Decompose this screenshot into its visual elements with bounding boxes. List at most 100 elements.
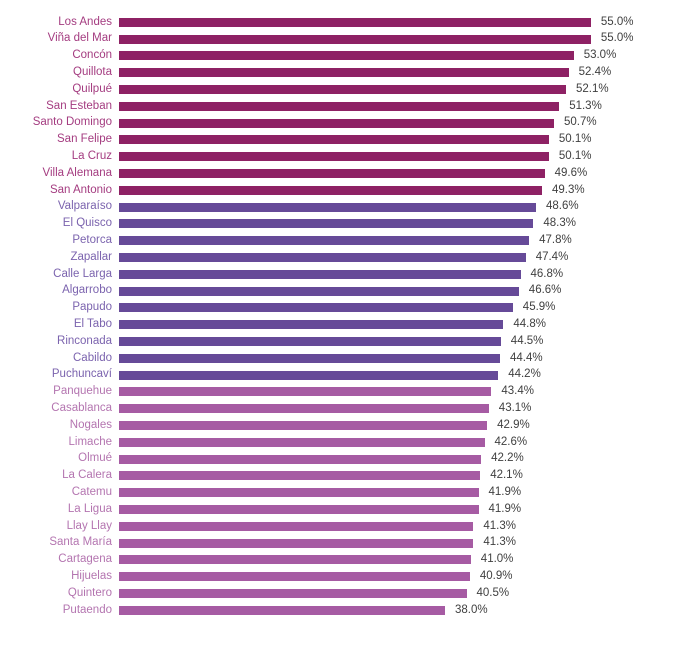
category-label: Santa María: [49, 536, 112, 549]
bar[interactable]: [119, 152, 549, 162]
category-label: Zapallar: [70, 250, 112, 263]
bar[interactable]: [119, 269, 521, 279]
value-label: 50.1%: [558, 133, 592, 146]
bar-area: 41.9%: [119, 501, 692, 518]
value-label: 44.2%: [508, 368, 541, 381]
category-label: La Calera: [62, 469, 112, 482]
category-label: Villa Alemana: [42, 166, 112, 179]
bar[interactable]: [119, 202, 536, 212]
category-label: Valparaíso: [57, 200, 112, 213]
bar-row: Puchuncaví 44.2%: [0, 367, 692, 384]
category-label: Puchuncaví: [51, 368, 112, 381]
value-label: 44.8%: [513, 317, 546, 330]
bar[interactable]: [119, 337, 501, 347]
bar[interactable]: [119, 135, 549, 145]
bar[interactable]: [119, 185, 542, 195]
value-label: 47.4%: [535, 250, 569, 263]
category-label: Calle Larga: [53, 267, 112, 280]
bar-row: Petorca 47.8%: [0, 232, 692, 249]
bar[interactable]: [119, 521, 474, 531]
bar-area: 49.6%: [119, 165, 692, 182]
bar[interactable]: [119, 555, 471, 565]
bar[interactable]: [119, 85, 566, 95]
category-label: San Esteban: [46, 99, 112, 112]
value-label: 40.5%: [476, 586, 510, 599]
bar-area: 40.5%: [119, 585, 692, 602]
bar[interactable]: [119, 370, 499, 380]
value-label: 38.0%: [455, 603, 488, 616]
category-label: Concón: [72, 49, 112, 62]
bar[interactable]: [119, 219, 534, 229]
bar[interactable]: [119, 588, 467, 598]
bar[interactable]: [119, 404, 489, 414]
bar-area: 41.3%: [119, 518, 692, 535]
category-label: El Quisco: [62, 217, 112, 230]
bar[interactable]: [119, 421, 488, 431]
value-label: 41.9%: [488, 502, 522, 515]
value-label: 55.0%: [600, 32, 634, 45]
category-label: Llay Llay: [66, 519, 112, 532]
bar[interactable]: [119, 68, 569, 78]
bar[interactable]: [119, 169, 545, 179]
bar-row: Panquehue 43.4%: [0, 384, 692, 401]
bar-area: 47.4%: [119, 249, 692, 266]
value-label: 52.4%: [578, 66, 612, 79]
bar-area: 46.8%: [119, 266, 692, 283]
bar[interactable]: [119, 538, 474, 548]
bar[interactable]: [119, 236, 530, 246]
bar-area: 49.3%: [119, 182, 692, 199]
bar[interactable]: [119, 353, 500, 363]
bar-area: 46.6%: [119, 283, 692, 300]
bar-area: 55.0%: [119, 14, 692, 31]
bar-row: Algarrobo 46.6%: [0, 283, 692, 300]
bar[interactable]: [119, 572, 470, 582]
bar-row: Calle Larga 46.8%: [0, 266, 692, 283]
value-label: 42.6%: [494, 435, 528, 448]
bar-row: La Cruz 50.1%: [0, 148, 692, 165]
bar-row: Quillota 52.4%: [0, 64, 692, 81]
bar[interactable]: [119, 253, 526, 263]
bar[interactable]: [119, 286, 519, 296]
bar-row: Quintero 40.5%: [0, 585, 692, 602]
bar[interactable]: [119, 454, 482, 464]
bar-row: Valparaíso 48.6%: [0, 199, 692, 216]
bar-area: 51.3%: [119, 98, 692, 115]
category-label: La Ligua: [67, 502, 112, 515]
value-label: 41.3%: [483, 536, 516, 549]
bar-row: El Tabo 44.8%: [0, 316, 692, 333]
value-label: 52.1%: [576, 82, 609, 95]
bar[interactable]: [119, 101, 560, 111]
bar-area: 48.3%: [119, 216, 692, 233]
value-label: 48.3%: [543, 217, 576, 230]
bar[interactable]: [119, 17, 591, 27]
bar[interactable]: [119, 387, 492, 397]
category-label: Quintero: [67, 586, 112, 599]
bar-row: La Ligua 41.9%: [0, 501, 692, 518]
bar[interactable]: [119, 118, 554, 128]
category-label: San Felipe: [57, 133, 112, 146]
value-label: 53.0%: [583, 49, 617, 62]
bar-row: Zapallar 47.4%: [0, 249, 692, 266]
bar[interactable]: [119, 471, 481, 481]
bar-area: 43.1%: [119, 400, 692, 417]
bar[interactable]: [119, 488, 479, 498]
bar[interactable]: [119, 605, 445, 615]
value-label: 42.1%: [490, 469, 523, 482]
bar-area: 48.6%: [119, 199, 692, 216]
bar[interactable]: [119, 437, 485, 447]
bar-row: Limache 42.6%: [0, 434, 692, 451]
bar-area: 44.2%: [119, 367, 692, 384]
bar[interactable]: [119, 320, 504, 330]
value-label: 46.8%: [530, 267, 564, 280]
bar[interactable]: [119, 34, 591, 44]
bar[interactable]: [119, 303, 513, 313]
value-label: 48.6%: [546, 200, 579, 213]
category-label: Catemu: [71, 485, 112, 498]
value-label: 41.9%: [488, 485, 522, 498]
category-label: San Antonio: [49, 183, 112, 196]
bar[interactable]: [119, 51, 574, 61]
bar-area: 55.0%: [119, 31, 692, 48]
bar[interactable]: [119, 505, 479, 514]
value-label: 45.9%: [522, 301, 556, 314]
bar-row: Viña del Mar 55.0%: [0, 31, 692, 48]
